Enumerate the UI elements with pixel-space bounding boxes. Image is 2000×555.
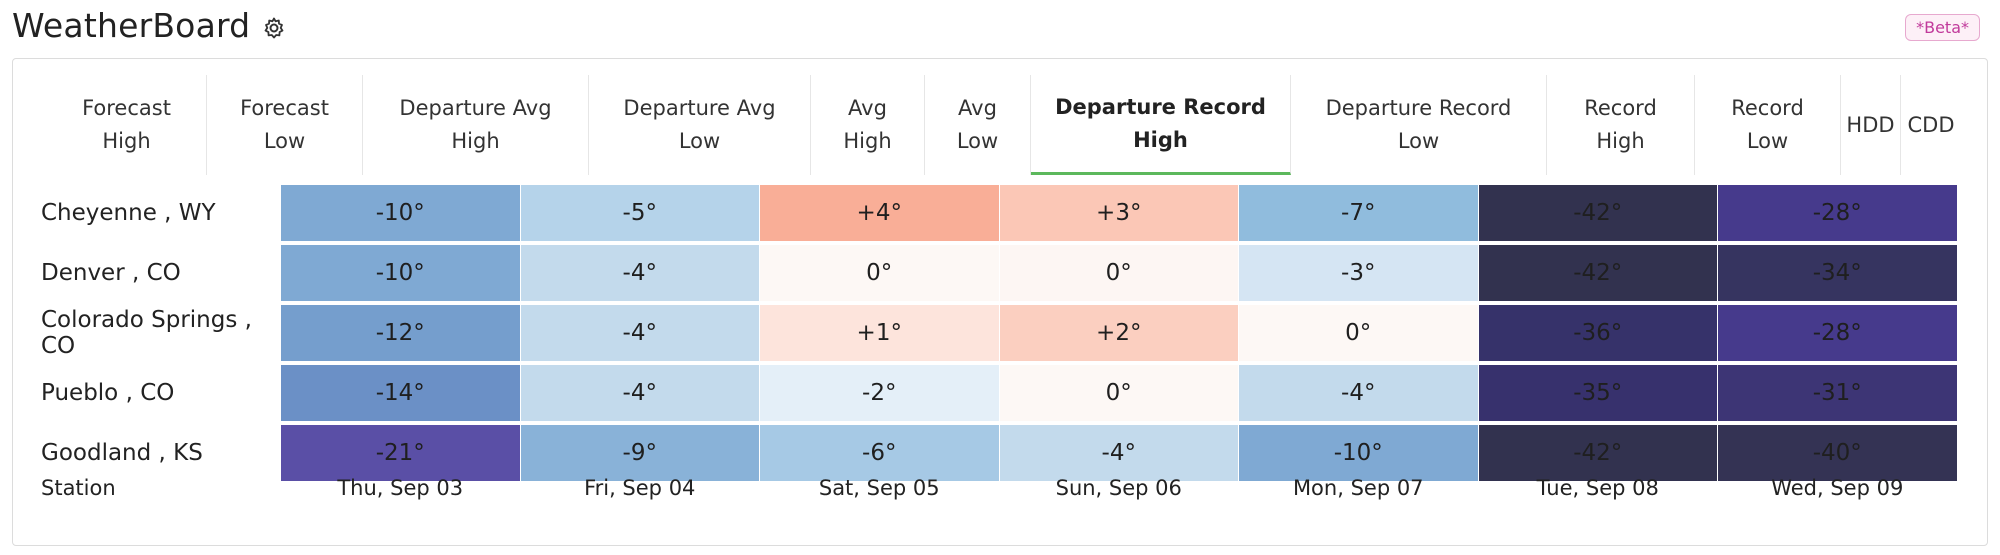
- date-column-header: Sat, Sep 05: [818, 476, 940, 500]
- departure-cell[interactable]: 0°: [999, 245, 1238, 301]
- date-column-header: Thu, Sep 03: [337, 476, 464, 500]
- departure-cell[interactable]: -12°: [281, 305, 520, 361]
- departure-cell[interactable]: -4°: [520, 365, 759, 421]
- departure-cell[interactable]: -14°: [281, 365, 520, 421]
- departure-cell[interactable]: -10°: [281, 185, 520, 241]
- app-title: WeatherBoard: [12, 6, 286, 45]
- station-name: Colorado Springs , CO: [41, 307, 252, 359]
- departure-cell[interactable]: -40°: [1718, 425, 1957, 481]
- departure-cell[interactable]: 0°: [760, 245, 999, 301]
- station-column-header: Station: [41, 476, 116, 500]
- departure-cell[interactable]: 0°: [999, 365, 1238, 421]
- departure-cell[interactable]: -10°: [1239, 425, 1478, 481]
- table-row: Pueblo , CO -14° -4° -2° 0° -4° -35° -31°: [13, 365, 1989, 421]
- tab-hdd[interactable]: HDD: [1841, 75, 1901, 175]
- departure-cell[interactable]: -4°: [520, 245, 759, 301]
- departure-cell[interactable]: -35°: [1478, 365, 1717, 421]
- tab-departure-avg-high[interactable]: Departure Avg High: [363, 75, 589, 175]
- beta-badge: *Beta*: [1905, 14, 1980, 41]
- departure-cell[interactable]: -3°: [1239, 245, 1478, 301]
- tab-cdd[interactable]: CDD: [1907, 112, 1955, 137]
- departure-cell[interactable]: -36°: [1478, 305, 1717, 361]
- departure-cell[interactable]: -9°: [520, 425, 759, 481]
- station-name: Denver , CO: [41, 260, 181, 286]
- departure-cell[interactable]: +3°: [999, 185, 1238, 241]
- departure-cell[interactable]: -34°: [1718, 245, 1957, 301]
- table-row: Cheyenne , WY -10° -5° +4° +3° -7° -42° -28°: [13, 185, 1989, 241]
- tab-avg-low[interactable]: Avg Low: [925, 75, 1031, 175]
- departure-cell[interactable]: +4°: [760, 185, 999, 241]
- departure-cell[interactable]: -31°: [1718, 365, 1957, 421]
- departure-cell[interactable]: -4°: [999, 425, 1238, 481]
- grid-footer: Station Thu, Sep 03 Fri, Sep 04 Sat, Sep 0…: [13, 476, 1989, 506]
- table-row: Goodland , KS -21° -9° -6° -4° -10° -42° -40°: [13, 425, 1989, 481]
- tab-record-high[interactable]: Record High: [1547, 75, 1695, 175]
- table-row: Colorado Springs , CO -12° -4° +1° +2° 0° -36°…: [13, 305, 1989, 361]
- departure-cell[interactable]: -5°: [520, 185, 759, 241]
- departure-cell[interactable]: -4°: [520, 305, 759, 361]
- date-column-header: Tue, Sep 08: [1536, 476, 1659, 500]
- date-column-header: Wed, Sep 09: [1771, 476, 1904, 500]
- station-name: Pueblo , CO: [41, 380, 175, 406]
- departure-cell[interactable]: -42°: [1478, 245, 1717, 301]
- departure-cell[interactable]: -10°: [281, 245, 520, 301]
- departure-cell[interactable]: -28°: [1718, 305, 1957, 361]
- tab-departure-avg-low[interactable]: Departure Avg Low: [589, 75, 811, 175]
- departure-cell[interactable]: -42°: [1478, 425, 1717, 481]
- station-name: Goodland , KS: [41, 440, 203, 466]
- tab-departure-record-low[interactable]: Departure Record Low: [1291, 75, 1547, 175]
- gear-icon[interactable]: [262, 16, 286, 40]
- app-header: WeatherBoard *Beta*: [0, 0, 2000, 58]
- departure-cell[interactable]: -4°: [1239, 365, 1478, 421]
- tab-departure-record-high[interactable]: Departure Record High: [1031, 75, 1291, 175]
- metric-tabs: Forecast High Forecast Low Departure Avg H…: [47, 75, 1961, 175]
- tab-avg-high[interactable]: Avg High: [811, 75, 925, 175]
- date-column-header: Sun, Sep 06: [1055, 476, 1182, 500]
- departure-cell[interactable]: -28°: [1718, 185, 1957, 241]
- weather-panel: Forecast High Forecast Low Departure Avg H…: [12, 58, 1988, 546]
- departure-cell[interactable]: -21°: [281, 425, 520, 481]
- station-name: Cheyenne , WY: [41, 200, 216, 226]
- departure-cell[interactable]: +1°: [760, 305, 999, 361]
- departure-cell[interactable]: -42°: [1478, 185, 1717, 241]
- tab-forecast-low[interactable]: Forecast Low: [207, 75, 363, 175]
- date-column-header: Fri, Sep 04: [584, 476, 696, 500]
- departure-cell[interactable]: -6°: [760, 425, 999, 481]
- tab-forecast-high[interactable]: Forecast High: [47, 75, 207, 175]
- table-row: Denver , CO -10° -4° 0° 0° -3° -42° -34°: [13, 245, 1989, 301]
- departure-cell[interactable]: -2°: [760, 365, 999, 421]
- departure-cell[interactable]: +2°: [999, 305, 1238, 361]
- date-column-header: Mon, Sep 07: [1292, 476, 1424, 500]
- tab-record-low[interactable]: Record Low: [1695, 75, 1841, 175]
- app-title-text: WeatherBoard: [12, 6, 251, 45]
- departure-cell[interactable]: 0°: [1239, 305, 1478, 361]
- departure-cell[interactable]: -7°: [1239, 185, 1478, 241]
